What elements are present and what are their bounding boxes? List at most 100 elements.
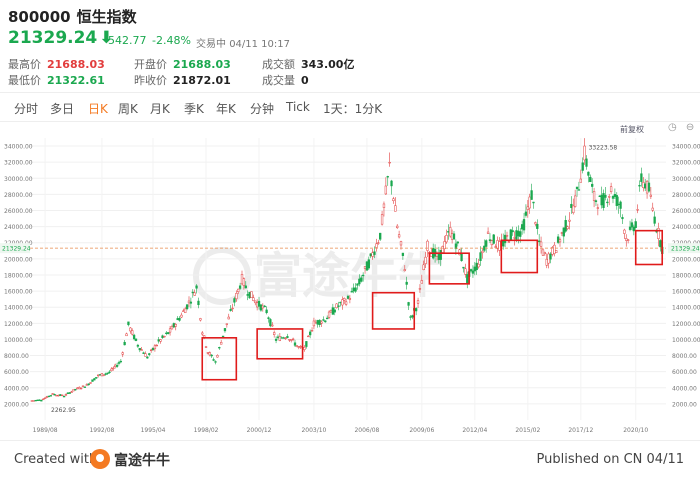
- down-arrow-icon: ⬇: [99, 28, 114, 48]
- y-tick-label-right: 20000.00: [672, 256, 700, 263]
- candle-body: [371, 252, 374, 257]
- candle-body: [167, 332, 170, 335]
- candle-body: [307, 335, 310, 338]
- candle-body: [206, 352, 210, 354]
- candle-body: [201, 332, 204, 335]
- candle-body: [324, 320, 327, 323]
- candle-body: [53, 394, 56, 396]
- candle-body: [441, 246, 444, 253]
- candle-body: [106, 372, 109, 374]
- candle-body: [244, 285, 247, 289]
- candle-body: [59, 394, 62, 396]
- candle-body: [573, 195, 577, 207]
- candle-body: [180, 314, 183, 318]
- tab-yearly-k[interactable]: 年K: [216, 102, 236, 116]
- tab-weekly-k[interactable]: 周K: [118, 102, 138, 116]
- stat-turnover: 成交额 343.00亿: [262, 58, 355, 71]
- chart-tool-icons[interactable]: ◷ ⊖ ↻: [668, 122, 700, 133]
- candle-body: [515, 230, 518, 240]
- trade-status: 交易中 04/11 10:17: [196, 35, 290, 50]
- candle-body: [414, 308, 418, 312]
- candle-body: [369, 253, 372, 257]
- candle-body: [286, 336, 289, 338]
- candle-body: [407, 302, 410, 306]
- candle-body: [168, 328, 172, 333]
- candle-body: [178, 317, 181, 321]
- candle-body: [189, 301, 193, 304]
- candle-body: [536, 223, 539, 229]
- candle-body: [539, 241, 543, 247]
- candle-body: [341, 299, 344, 306]
- stat-volume: 成交量 0: [262, 74, 309, 87]
- candle-body: [566, 226, 569, 229]
- candle-body: [577, 189, 581, 191]
- stat-high: 最高价 21688.03: [8, 58, 105, 71]
- candle-body: [606, 201, 609, 204]
- x-tick-label: 2012/04: [462, 427, 487, 434]
- candle-body: [564, 220, 567, 232]
- candle-body: [638, 184, 641, 187]
- x-tick-label: 1989/08: [33, 427, 58, 434]
- candle-body: [32, 400, 35, 402]
- candle-body: [640, 173, 643, 182]
- candle-body: [295, 345, 299, 348]
- candle-body: [297, 346, 300, 348]
- candle-body: [163, 335, 166, 338]
- candle-body: [114, 364, 117, 367]
- candle-body: [365, 261, 369, 271]
- candle-body: [469, 269, 473, 272]
- status-datetime: 04/11 10:17: [229, 39, 291, 50]
- candle-body: [38, 399, 41, 401]
- candle-body: [83, 386, 87, 388]
- candle-body: [592, 191, 596, 201]
- y-tick-label-right: 10000.00: [672, 337, 700, 344]
- candle-body: [352, 287, 355, 292]
- candle-body: [636, 209, 639, 211]
- candle-body: [117, 362, 121, 364]
- candle-body: [511, 230, 514, 233]
- candle-body: [587, 171, 590, 176]
- candle-body: [503, 234, 507, 244]
- candle-body: [403, 269, 406, 272]
- candle-body: [630, 222, 634, 228]
- tab-intraday[interactable]: 分时: [14, 102, 39, 116]
- candle-body: [81, 385, 85, 387]
- y-tick-label-left: 30000.00: [4, 176, 33, 183]
- tab-daily-k[interactable]: 日K: [88, 102, 108, 116]
- tab-multi-day[interactable]: 多日: [50, 102, 75, 116]
- candle-body: [384, 185, 388, 195]
- extreme-value-label: 33223.58: [589, 144, 618, 151]
- candle-body: [519, 231, 522, 237]
- candle-body: [132, 334, 136, 340]
- adjust-mode[interactable]: 前复权: [620, 125, 644, 134]
- tab-quarterly-k[interactable]: 季K: [184, 102, 204, 116]
- candle-body: [479, 252, 482, 261]
- candle-body: [208, 352, 211, 356]
- candle-body: [591, 183, 594, 187]
- candle-body: [409, 316, 412, 318]
- candle-body: [246, 294, 249, 296]
- candle-body: [312, 320, 316, 327]
- tab-monthly-k[interactable]: 月K: [150, 102, 170, 116]
- x-tick-label: 2003/10: [301, 427, 326, 434]
- candle-body: [242, 278, 246, 286]
- candle-body: [594, 200, 598, 203]
- candle-body: [394, 205, 397, 212]
- tab-tick[interactable]: Tick: [286, 100, 310, 114]
- candle-body: [85, 384, 88, 386]
- candle-body: [257, 300, 261, 307]
- y-tick-label-right: 18000.00: [672, 272, 700, 279]
- candle-body: [72, 389, 75, 392]
- tab-1day-1min[interactable]: 1天：1分K: [323, 102, 383, 116]
- candle-body: [496, 240, 499, 249]
- candle-body: [350, 291, 353, 293]
- candle-body: [464, 268, 467, 275]
- candle-body: [530, 190, 533, 200]
- candle-body: [49, 395, 52, 397]
- candle-body: [445, 235, 448, 243]
- candle-body: [95, 377, 98, 379]
- y-tick-label-right: 30000.00: [672, 176, 700, 183]
- tab-minute[interactable]: 分钟: [250, 102, 275, 116]
- candle-body: [64, 394, 68, 396]
